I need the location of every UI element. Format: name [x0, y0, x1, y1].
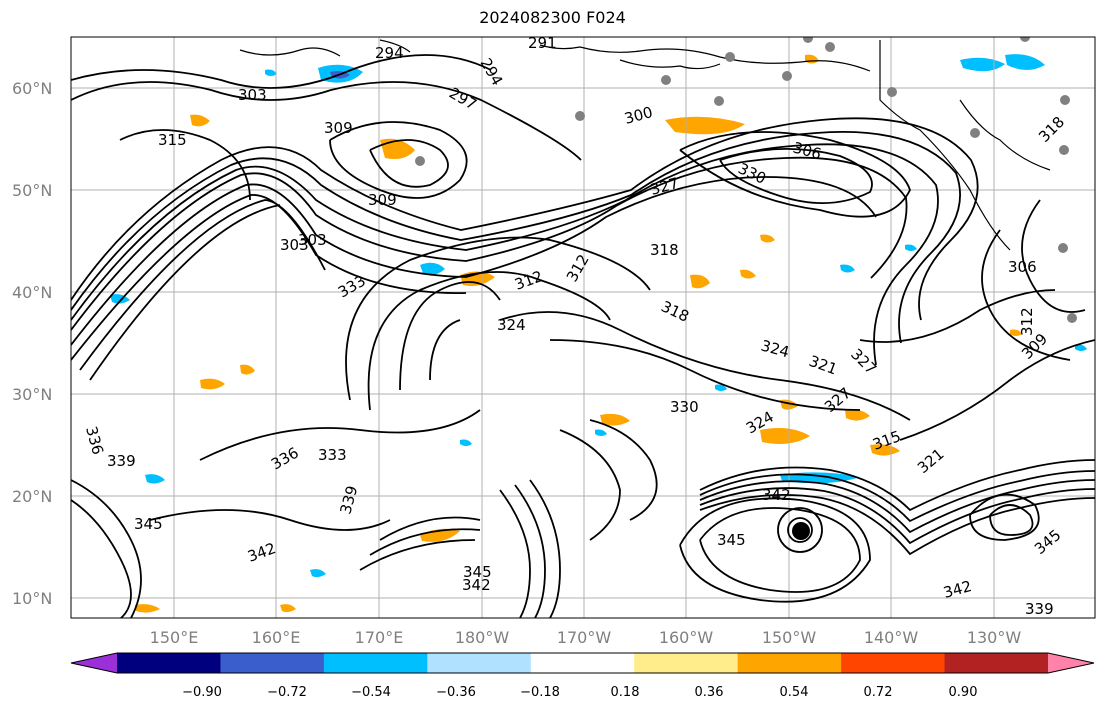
lon-tick-label: 160°E	[252, 628, 301, 647]
negative-patch	[595, 429, 607, 436]
longitude-ticks: 150°E 160°E 170°E 180°W 170°W 160°W 150°…	[150, 628, 1022, 647]
contour-label: 315	[158, 131, 187, 149]
colorbar-extend-high	[1048, 653, 1094, 673]
colorbar-cell	[737, 653, 842, 673]
positive-patch	[1010, 329, 1022, 336]
colorbar-label: −0.36	[436, 685, 476, 700]
colorbar-label: −0.72	[267, 685, 307, 700]
contour-label: 339	[1025, 600, 1054, 618]
lon-tick-label: 180°W	[455, 628, 510, 647]
colorbar-label: 0.90	[949, 685, 978, 700]
colorbar-extend-low	[71, 653, 117, 673]
positive-patch	[280, 604, 296, 613]
negative-patch	[145, 474, 165, 484]
colorbar-label: 0.72	[864, 685, 893, 700]
lat-tick-label: 30°N	[12, 385, 52, 404]
positive-patch	[870, 444, 900, 456]
negative-patch	[1075, 344, 1087, 351]
colorbar-cell	[530, 653, 635, 673]
stations	[415, 37, 1077, 323]
map-background	[71, 37, 1095, 618]
colorbar-cell	[427, 653, 532, 673]
latitude-ticks: 60°N 50°N 40°N 30°N 20°N 10°N	[12, 79, 52, 608]
colorbar-cell	[323, 653, 428, 673]
lat-tick-label: 60°N	[12, 79, 52, 98]
contour-label: 291	[528, 34, 557, 52]
colorbar-label: −0.90	[182, 685, 222, 700]
contour-label: 306	[1008, 258, 1037, 276]
coastlines	[239, 39, 1051, 251]
contour-label: 312	[1018, 307, 1036, 336]
lon-tick-label: 150°W	[762, 628, 817, 647]
contour-label: 345	[717, 531, 746, 549]
positive-patch	[600, 413, 630, 426]
positive-patch	[760, 234, 775, 243]
colorbar-label: 0.54	[780, 685, 809, 700]
colorbar-outline	[70, 652, 1095, 674]
lat-tick-label: 40°N	[12, 283, 52, 302]
contour-label: 318	[650, 241, 679, 259]
contour-label: 345	[134, 515, 163, 533]
positive-patch	[690, 274, 710, 289]
colorbar-labels: −0.90 −0.72 −0.54 −0.36 −0.18 0.18 0.36 …	[182, 685, 977, 700]
contour-label: 345	[463, 563, 492, 581]
positive-patch	[760, 428, 810, 444]
negative-patch	[905, 244, 917, 251]
contour-label: 342	[462, 576, 491, 594]
contour-label: 294	[375, 44, 404, 62]
lon-tick-label: 150°E	[150, 628, 199, 647]
negative-patch	[715, 384, 727, 391]
lat-tick-label: 10°N	[12, 589, 52, 608]
positive-patch	[665, 116, 745, 135]
positive-patch	[845, 409, 870, 421]
contour-label: 309	[368, 191, 397, 209]
colorbar-cell	[944, 653, 1049, 673]
positive-patch	[740, 269, 756, 279]
positive-patch	[135, 604, 160, 613]
colorbar-cell	[117, 653, 221, 673]
lon-tick-label: 170°E	[355, 628, 404, 647]
graticule	[71, 37, 1095, 618]
contour-label: 339	[107, 452, 136, 470]
contour-label: 303	[280, 236, 309, 254]
lon-tick-label: 130°W	[967, 628, 1022, 647]
contour-label: 303	[238, 86, 267, 104]
map-frame	[70, 36, 1096, 619]
positive-patch	[380, 138, 415, 159]
contour-label: 342	[762, 486, 791, 504]
negative-patch	[265, 69, 277, 76]
colorbar-label: −0.54	[351, 685, 391, 700]
colorbar-cell	[220, 653, 325, 673]
negative-patch	[420, 262, 445, 276]
colorbar-label: 0.18	[611, 685, 640, 700]
theta-contours	[71, 54, 1095, 618]
contour-label: 333	[318, 446, 347, 464]
positive-patch	[240, 364, 255, 375]
negative-patch	[840, 264, 855, 273]
colorbar-cell	[634, 653, 739, 673]
colorbar-label: −0.18	[520, 685, 560, 700]
positive-patch	[200, 378, 225, 390]
contour-label: 303	[298, 231, 327, 249]
colorbar-cells	[117, 653, 1049, 673]
contour-label: 330	[670, 398, 699, 416]
colorbar-cell	[841, 653, 946, 673]
map-title: 2024082300 F024	[479, 8, 626, 27]
contour-label: 309	[324, 119, 353, 137]
lat-tick-label: 50°N	[12, 181, 52, 200]
lon-tick-label: 170°W	[557, 628, 612, 647]
contour-label: 324	[497, 316, 526, 334]
lon-tick-label: 140°W	[864, 628, 919, 647]
storm-center	[792, 522, 810, 540]
negative-patch	[1005, 54, 1045, 70]
colorbar: −0.90 −0.72 −0.54 −0.36 −0.18 0.18 0.36 …	[70, 652, 1095, 700]
lat-tick-label: 20°N	[12, 487, 52, 506]
colorbar-label: 0.36	[695, 685, 724, 700]
shaded-field	[110, 54, 1087, 613]
positive-patch	[190, 114, 210, 127]
negative-patch	[310, 569, 326, 578]
lon-tick-label: 160°W	[659, 628, 714, 647]
negative-patch	[460, 439, 472, 446]
